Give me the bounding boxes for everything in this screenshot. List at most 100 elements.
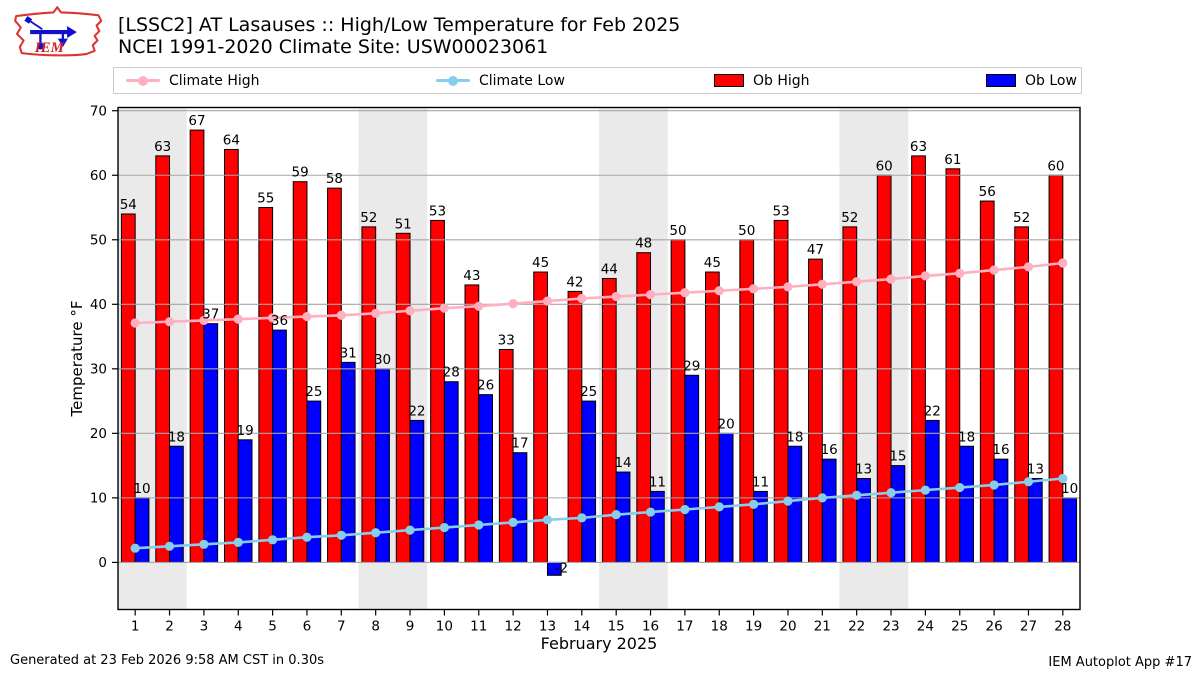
weather-vane-icon xyxy=(24,15,77,50)
x-tick-label: 3 xyxy=(200,619,209,635)
y-axis-label: Temperature °F xyxy=(68,301,86,418)
legend-label: Climate Low xyxy=(479,72,565,89)
x-tick-label: 10 xyxy=(436,619,453,635)
climate-low-line xyxy=(130,473,1068,553)
ob-high-value-label: 55 xyxy=(257,191,274,207)
ob-high-value-label: 43 xyxy=(463,268,480,284)
ob-high-value-label: 64 xyxy=(223,132,240,148)
climate-line-marker xyxy=(542,296,553,306)
ob-high-value-label: 45 xyxy=(704,255,721,271)
climate-line-marker xyxy=(714,502,724,512)
x-tick-label: 11 xyxy=(470,619,487,635)
climate-line-path xyxy=(133,261,1065,325)
ob-low-bar xyxy=(272,329,287,563)
climate-line-marker xyxy=(199,539,209,549)
ob-high-value-label: 42 xyxy=(566,274,583,290)
climate-line-marker xyxy=(439,303,449,313)
y-tick-label: 20 xyxy=(90,426,107,442)
ob-high-value-label: 48 xyxy=(635,236,652,252)
ob-low-value-label: -2 xyxy=(555,560,568,576)
ob-high-value-label: 52 xyxy=(1013,210,1030,226)
climate-line-marker xyxy=(886,488,896,498)
climate-line-marker xyxy=(130,318,140,328)
ob-low-bar xyxy=(409,419,425,563)
ob-high-value-label: 52 xyxy=(360,210,377,226)
ob-high-bar xyxy=(601,277,617,563)
ob-low-value-label: 28 xyxy=(443,365,460,381)
legend-label: Climate High xyxy=(169,72,260,89)
x-tick-label: 21 xyxy=(814,619,831,635)
climate-line-marker xyxy=(405,525,415,535)
ob-low-bar xyxy=(821,458,837,563)
climate-line-marker xyxy=(749,499,759,509)
x-tick-label: 28 xyxy=(1054,619,1071,635)
ob-high-bar xyxy=(911,155,926,563)
x-tick-label: 12 xyxy=(505,619,522,635)
legend-item-climate-high: Climate High xyxy=(126,68,260,93)
climate-line-marker xyxy=(268,535,278,545)
ob-low-bar xyxy=(512,452,528,563)
x-tick-label: 20 xyxy=(779,619,796,635)
ob-low-bar xyxy=(890,465,906,563)
ob-low-value-label: 13 xyxy=(855,462,872,478)
chart-subtitle: NCEI 1991-2020 Climate Site: USW00023061 xyxy=(118,36,549,58)
iem-logo: IEM xyxy=(14,6,103,57)
climate-line-marker xyxy=(302,532,312,542)
chart-title: [LSSC2] AT Lasauses :: High/Low Temperat… xyxy=(118,14,681,36)
ob-low-value-label: 10 xyxy=(133,481,150,497)
ob-low-value-label: 16 xyxy=(992,442,1009,458)
y-tick-label: 50 xyxy=(90,233,107,249)
ob-high-bar xyxy=(945,168,961,563)
climate-line-marker xyxy=(371,308,381,318)
y-tick-label: 60 xyxy=(90,168,107,184)
ob-low-value-label: 18 xyxy=(786,429,803,445)
ob-low-value-label: 20 xyxy=(718,416,735,432)
ob-high-swatch xyxy=(714,74,744,87)
climate-line-marker xyxy=(577,293,587,304)
generated-timestamp: Generated at 23 Feb 2026 9:58 AM CST in … xyxy=(10,653,325,668)
x-tick-label: 26 xyxy=(986,619,1003,635)
climate-line-marker xyxy=(439,522,449,533)
climate-line-marker xyxy=(920,485,930,495)
ob-low-value-label: 14 xyxy=(614,455,631,471)
x-tick-label: 15 xyxy=(608,619,625,635)
app-credit: IEM Autoplot App #17 xyxy=(1048,655,1192,670)
ob-low-value-label: 31 xyxy=(340,345,357,361)
ob-low-bar xyxy=(1062,497,1078,563)
ob-high-value-label: 50 xyxy=(738,223,755,239)
ob-low-bar xyxy=(993,458,1009,563)
climate-line-marker xyxy=(164,541,175,551)
ob-low-swatch xyxy=(986,74,1016,87)
ob-high-bar xyxy=(258,207,274,563)
climate-line-marker xyxy=(405,306,415,316)
ob-low-value-label: 18 xyxy=(168,429,185,445)
climate-line-marker xyxy=(1058,258,1068,268)
ob-low-value-label: 17 xyxy=(511,436,528,452)
iem-logo-text: IEM xyxy=(34,40,65,56)
climate-line-marker xyxy=(611,510,621,520)
ob-high-value-label: 60 xyxy=(1047,158,1064,174)
climate-line-marker xyxy=(955,268,965,278)
climate-high-line xyxy=(130,258,1068,328)
ob-low-value-label: 16 xyxy=(821,442,838,458)
ob-low-bar xyxy=(478,394,493,563)
ob-high-value-label: 45 xyxy=(532,255,549,271)
x-tick-label: 1 xyxy=(131,619,140,635)
climate-line-marker xyxy=(714,286,724,296)
ob-high-value-label: 60 xyxy=(876,158,893,174)
climate-line-marker xyxy=(268,313,278,323)
climate-line-marker xyxy=(783,282,793,292)
legend-label: Ob Low xyxy=(1025,72,1077,89)
x-tick-label: 6 xyxy=(303,619,312,635)
ob-high-bar xyxy=(430,219,445,563)
y-tick-label: 70 xyxy=(90,104,107,120)
ob-low-value-label: 30 xyxy=(374,352,391,368)
ob-low-value-label: 25 xyxy=(305,384,322,400)
ob-low-value-label: 13 xyxy=(1027,462,1044,478)
climate-line-marker xyxy=(989,480,999,490)
ob-high-value-label: 54 xyxy=(120,197,137,213)
climate-line-marker xyxy=(371,528,381,538)
climate-line-marker xyxy=(577,513,587,523)
ob-high-bar xyxy=(327,187,342,563)
